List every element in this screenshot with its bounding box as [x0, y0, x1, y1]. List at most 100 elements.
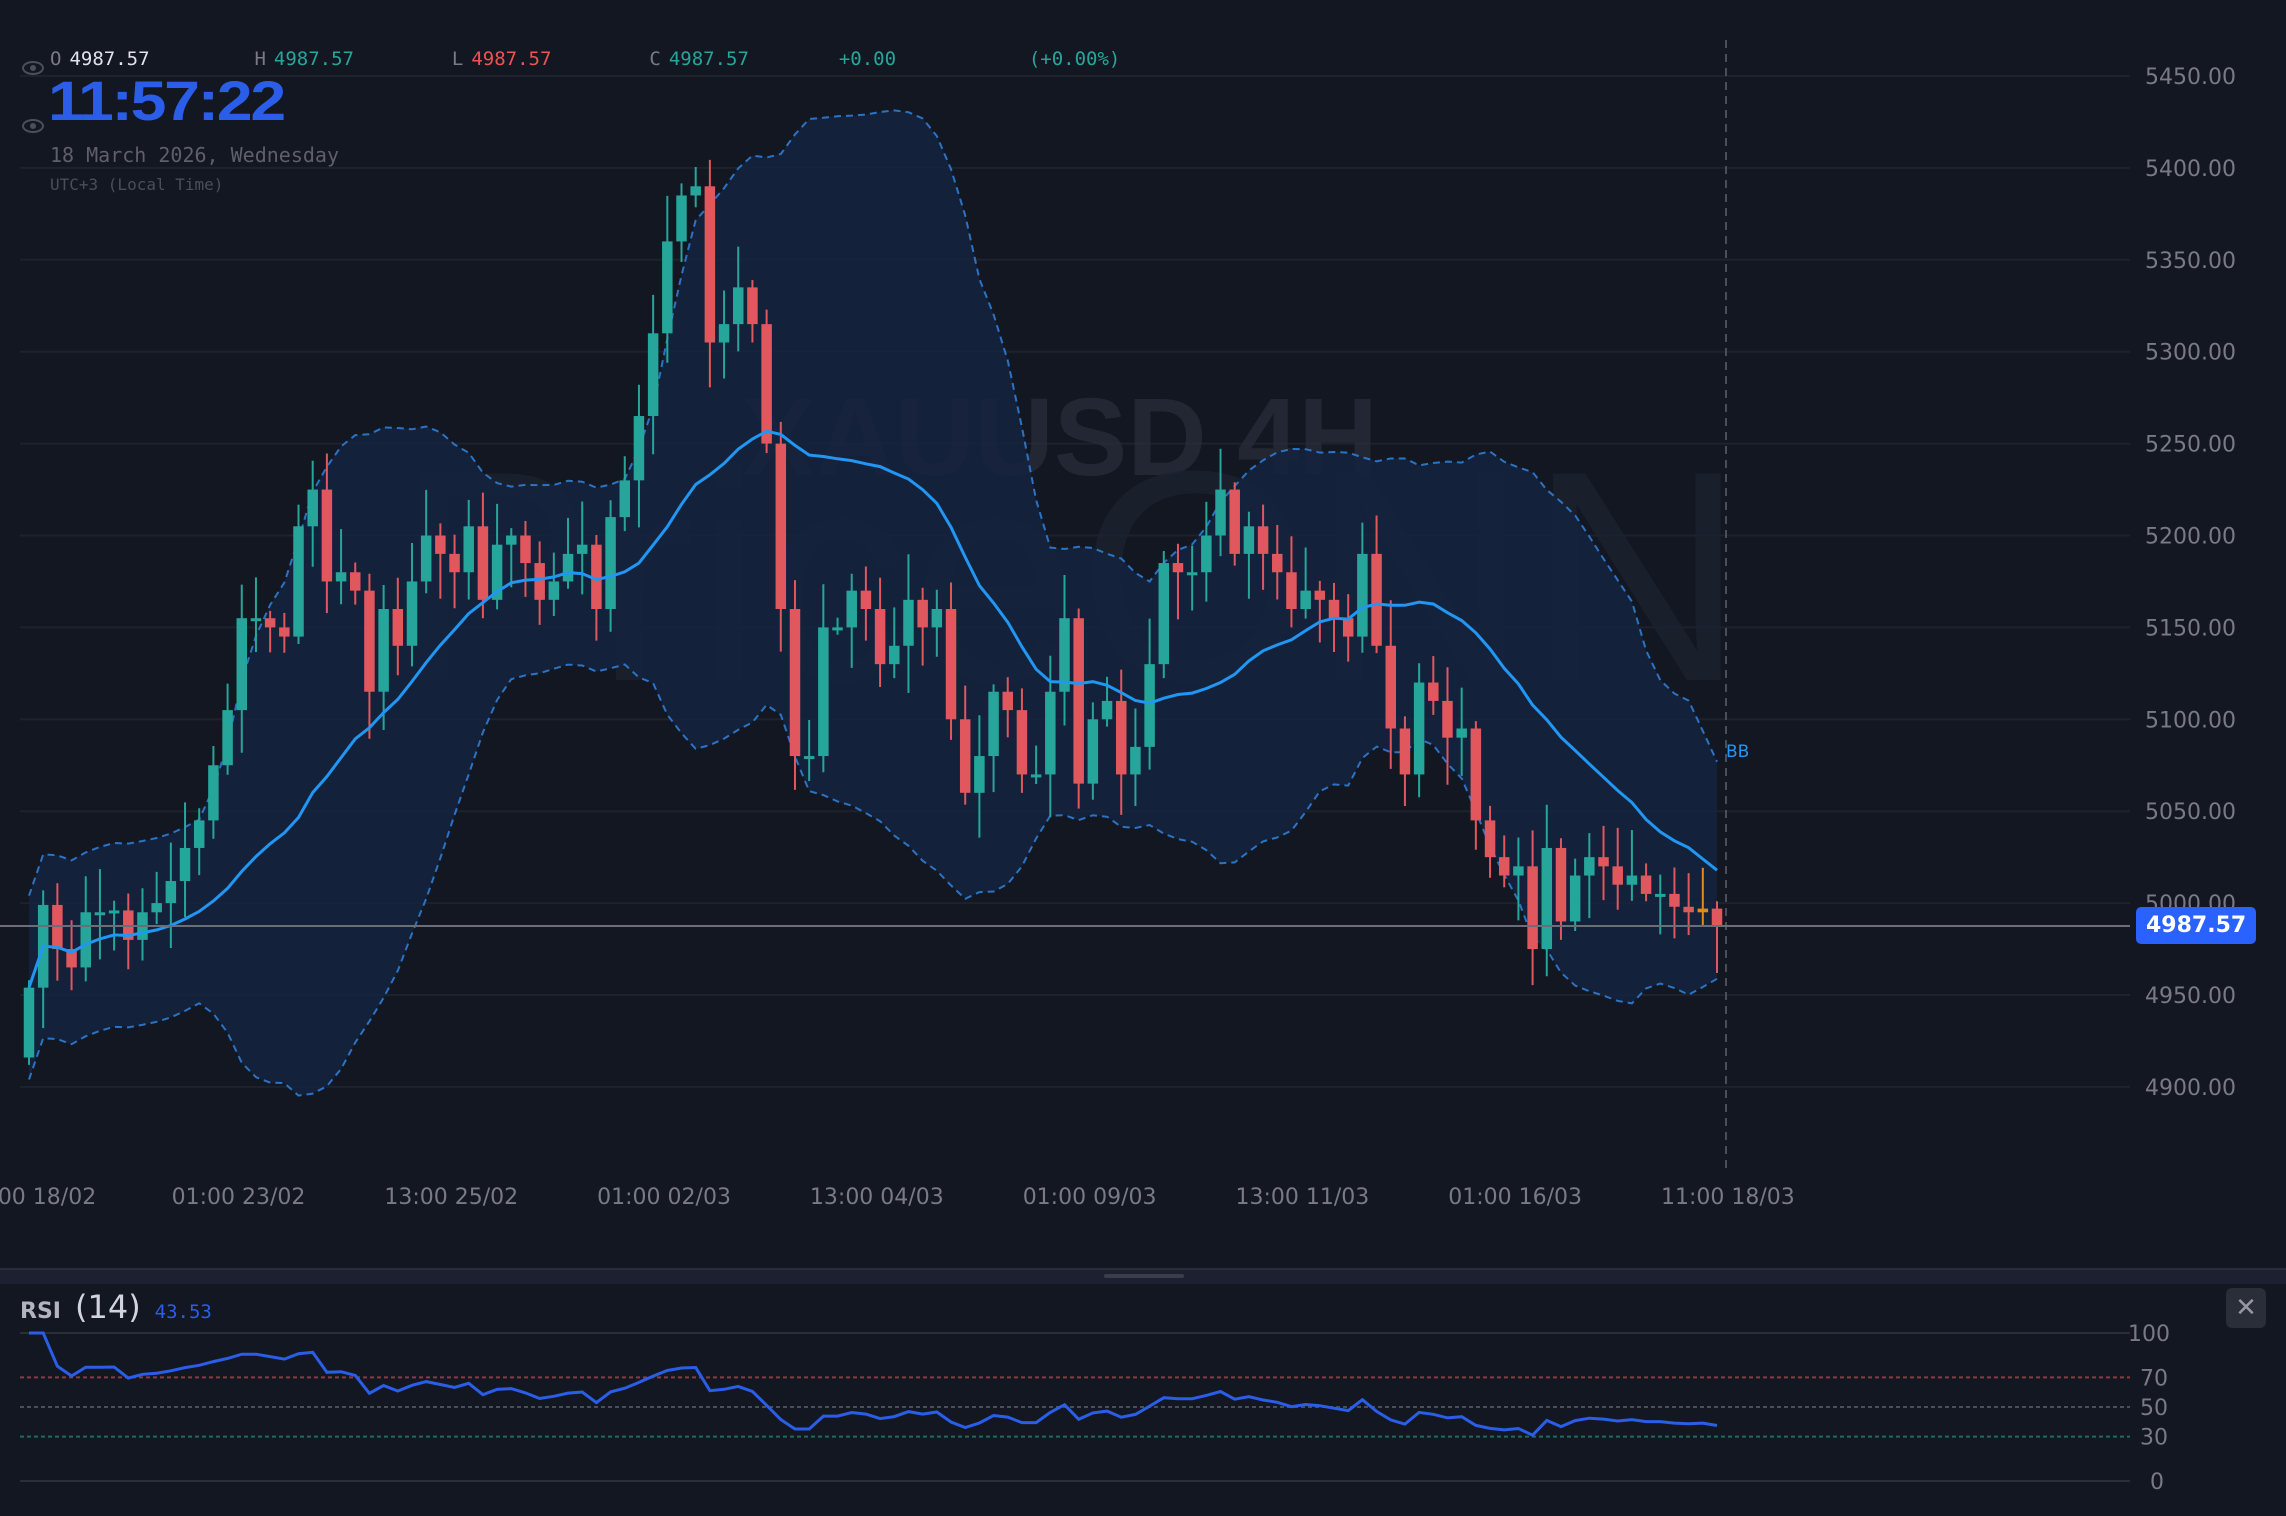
candle-body: [364, 590, 375, 692]
candle-body: [236, 618, 248, 711]
time-tick-label: 11:00 18/03: [1661, 1185, 1795, 1210]
candle-body: [732, 287, 744, 325]
candle-body: [591, 544, 602, 610]
candle-body: [1115, 700, 1127, 775]
candle-body: [548, 581, 560, 600]
rsi-title: RSI: [20, 1299, 61, 1324]
candle-body: [1328, 599, 1340, 619]
candle-body: [335, 572, 347, 582]
candle-body: [1257, 526, 1269, 554]
candle-body: [1101, 700, 1113, 720]
candle-body: [378, 609, 389, 692]
candle-body: [193, 820, 205, 848]
bollinger-upper: [28, 109, 1718, 897]
candle-body: [1243, 526, 1255, 554]
candle-body: [80, 912, 91, 968]
candle-body: [1470, 728, 1482, 821]
candle-body: [846, 590, 857, 628]
rsi-tick-label: 50: [2140, 1396, 2168, 1421]
candle-body: [647, 333, 659, 417]
price-tick-label: 5150.00: [2145, 616, 2236, 641]
rsi-grid: [20, 1332, 2130, 1482]
price-tick-label: 5100.00: [2145, 708, 2236, 733]
candle-body: [789, 609, 801, 757]
time-tick-label: 13:00 11/03: [1235, 1185, 1369, 1210]
candles: [23, 159, 1723, 1065]
low-value: 4987.57: [471, 48, 552, 70]
price-tick-label: 4900.00: [2145, 1076, 2236, 1101]
close-icon: ✕: [2235, 1293, 2257, 1323]
candle-body: [1711, 908, 1723, 926]
candle-body: [718, 324, 730, 343]
candle-body: [605, 517, 616, 610]
candle-body: [506, 535, 517, 545]
candle-body: [1456, 728, 1467, 738]
open-label: O: [50, 48, 62, 70]
candle-body: [1399, 728, 1411, 775]
price-tick-label: 5200.00: [2145, 525, 2236, 550]
candle-body: [1371, 553, 1382, 646]
eye-icon[interactable]: [22, 61, 44, 75]
candle-body: [1016, 710, 1028, 775]
candle-body: [1612, 866, 1623, 885]
candle-body: [945, 609, 957, 720]
candle-body: [1498, 857, 1510, 876]
time-tick-label: 13:00 04/03: [810, 1185, 944, 1210]
candle-body: [307, 489, 318, 527]
candle-body: [1300, 590, 1311, 610]
candle-body: [761, 324, 772, 444]
candle-body: [1413, 682, 1425, 775]
candle-body: [775, 443, 787, 610]
candle-body: [690, 186, 701, 196]
candle-body: [392, 609, 404, 646]
candle-body: [179, 847, 191, 882]
candle-body: [151, 903, 162, 913]
candle-body: [860, 590, 872, 610]
current-price-badge: 4987.57: [2136, 907, 2257, 944]
candle-body: [1272, 553, 1283, 573]
candle-body: [264, 618, 276, 628]
bb-indicator-label[interactable]: BB: [1726, 742, 1750, 762]
candle-body: [1342, 618, 1354, 637]
candle-body: [662, 241, 673, 334]
candle-body: [1030, 774, 1042, 778]
candle-body: [449, 553, 460, 573]
candle-body: [676, 195, 687, 242]
price-tick-label: 5400.00: [2145, 157, 2236, 182]
candle-body: [491, 544, 503, 600]
rsi-value: 43.53: [154, 1301, 212, 1323]
candle-body: [1541, 847, 1553, 950]
candle-body: [520, 535, 531, 564]
candle-body: [1584, 857, 1595, 876]
candle-body: [1201, 535, 1212, 573]
candle-body: [420, 535, 432, 582]
candle-body: [321, 489, 333, 582]
close-label: C: [649, 48, 661, 70]
candle-body: [1640, 875, 1652, 894]
candle-body: [463, 526, 474, 573]
rsi-tick-label: 30: [2140, 1426, 2168, 1451]
rsi-length: (14): [74, 1288, 141, 1326]
clock-timezone: UTC+3 (Local Time): [50, 175, 224, 194]
close-rsi-pane-button[interactable]: ✕: [2226, 1288, 2266, 1328]
candle-body: [1655, 893, 1666, 897]
eye-icon[interactable]: [22, 119, 44, 133]
candle-body: [917, 599, 928, 628]
candle-body: [208, 765, 219, 821]
rsi-axis: 100 70 50 30 0: [2128, 1322, 2170, 1495]
candle-body: [874, 609, 886, 665]
clock-time: 11:57:22: [48, 69, 286, 132]
candle-body: [747, 287, 758, 325]
candle-body: [435, 535, 446, 554]
candle-body: [1598, 857, 1609, 867]
candle-body: [1314, 590, 1326, 600]
candle-body: [1144, 664, 1155, 747]
candle-body: [350, 572, 361, 591]
candle-body: [988, 691, 999, 757]
pane-resize-handle[interactable]: [1104, 1274, 1184, 1278]
candle-body: [250, 618, 262, 622]
price-axis: 5450.00 5400.00 5350.00 5300.00 5250.00 5200.…: [2145, 65, 2236, 1101]
candle-body: [293, 526, 304, 637]
bollinger-basis: [27, 429, 1718, 989]
